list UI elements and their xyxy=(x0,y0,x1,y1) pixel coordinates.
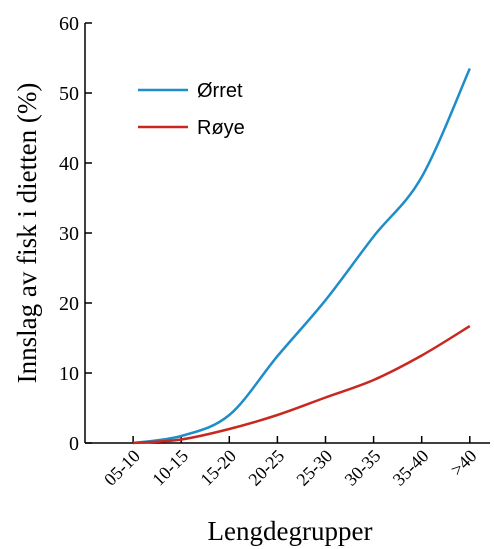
x-tick-label: 20-25 xyxy=(244,446,288,490)
x-tick-label: 35-40 xyxy=(389,446,433,490)
y-tick-label: 20 xyxy=(59,293,79,315)
y-tick-label: 30 xyxy=(59,223,79,245)
y-axis-label: Innslag av fisk i dietten (%) xyxy=(12,83,42,384)
x-tick-label: 15-20 xyxy=(196,446,240,490)
x-tick-label: 05-10 xyxy=(100,446,144,490)
legend-label: Ørret xyxy=(197,80,243,102)
legend-label: Røye xyxy=(197,117,245,139)
x-tick-label: 10-15 xyxy=(148,446,192,490)
x-axis-label: Lengdegrupper xyxy=(208,516,373,546)
y-tick-label: 10 xyxy=(59,363,79,385)
y-tick-label: 40 xyxy=(59,153,79,175)
x-tick-label: >40 xyxy=(447,446,481,480)
y-tick-label: 60 xyxy=(59,13,79,35)
y-tick-label: 50 xyxy=(59,83,79,105)
line xyxy=(133,325,471,445)
y-tick-label: 0 xyxy=(69,433,79,455)
x-tick-label: 25-30 xyxy=(292,446,336,490)
x-tick-label: 30-35 xyxy=(341,446,385,490)
line xyxy=(132,67,471,445)
